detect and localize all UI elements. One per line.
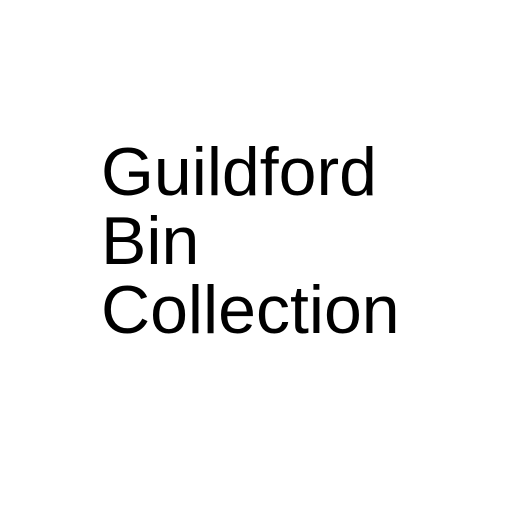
app-title: Guildford Bin Collection xyxy=(101,138,400,345)
app-title-line-1: Guildford xyxy=(101,134,377,210)
app-title-line-3: Collection xyxy=(101,272,400,348)
app-title-line-2: Bin xyxy=(101,203,200,279)
